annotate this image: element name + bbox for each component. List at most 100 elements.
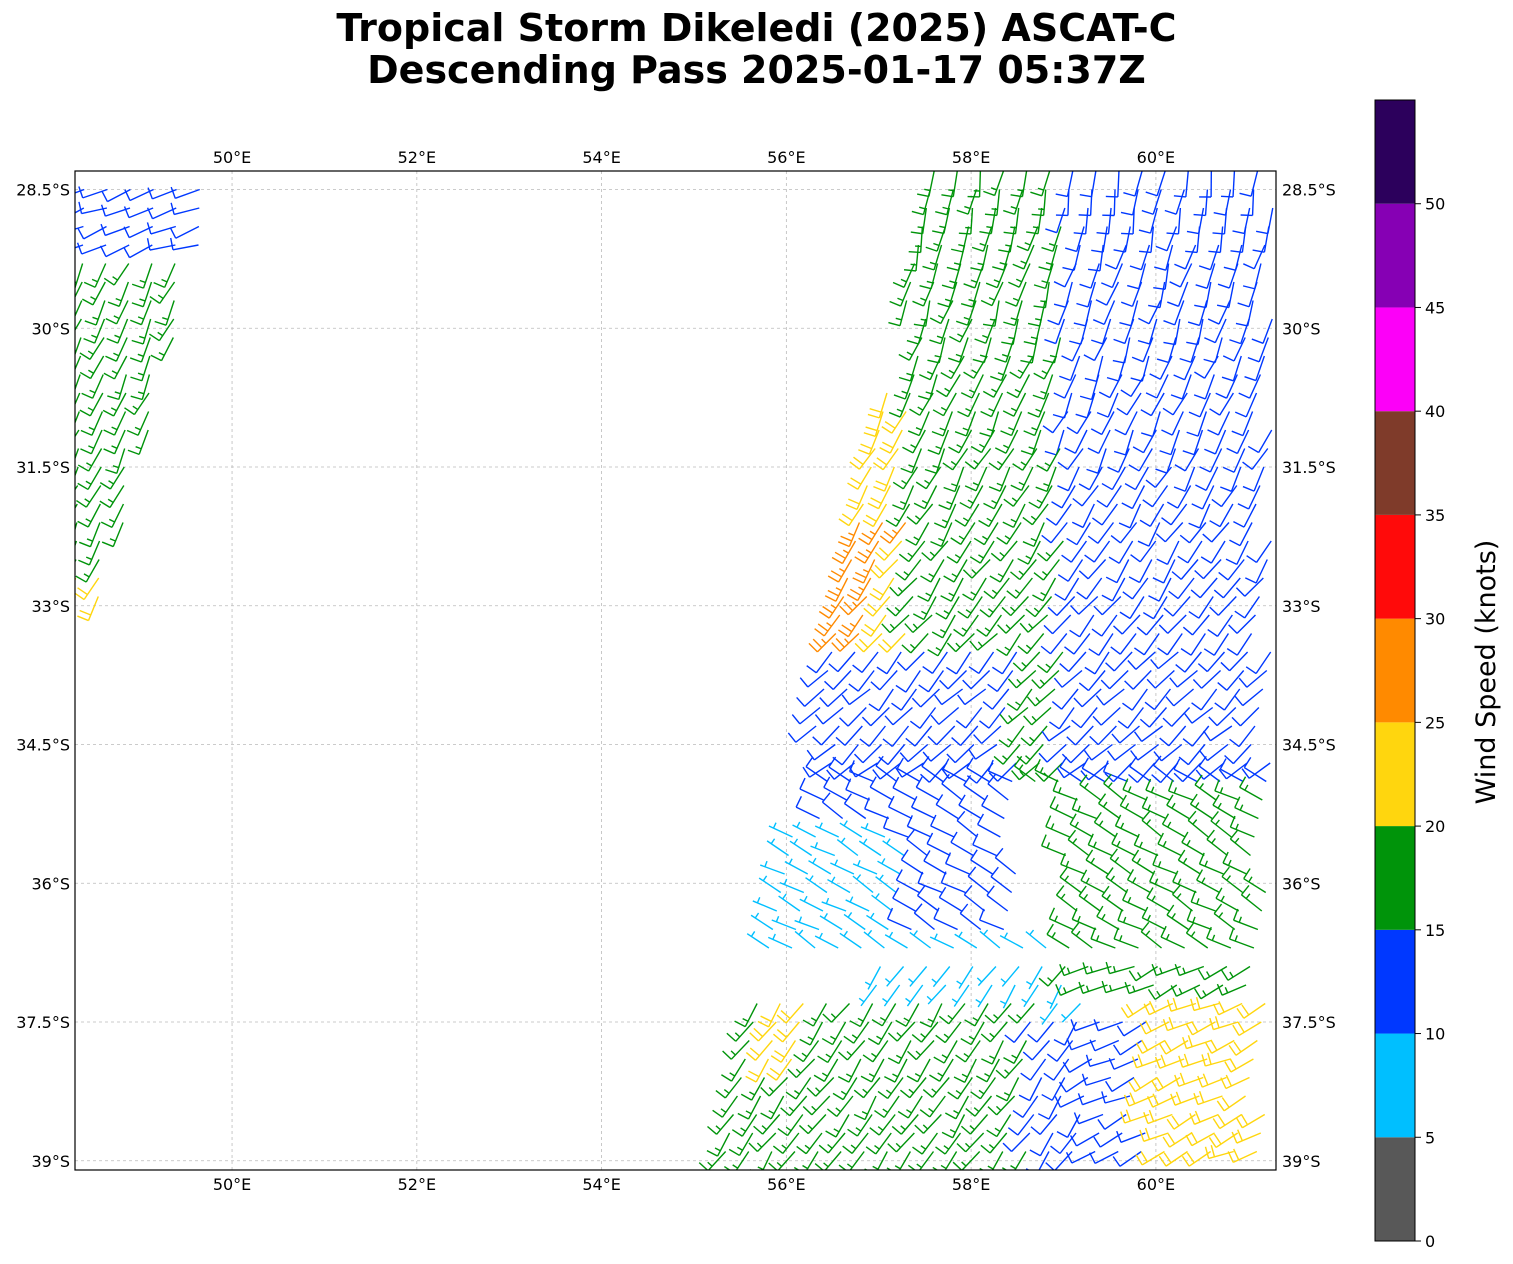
wind-barb	[1166, 485, 1192, 509]
colorbar-bin	[1375, 1137, 1415, 1241]
wind-barb	[869, 577, 895, 601]
wind-barb	[1181, 831, 1205, 857]
wind-barb	[1231, 411, 1254, 437]
lon-tick-label-top: 52°E	[398, 148, 436, 167]
wind-barb	[1185, 1131, 1215, 1147]
wind-barb	[874, 540, 903, 561]
wind-barb	[1186, 908, 1212, 931]
wind-barb	[863, 411, 884, 437]
wind-barb	[101, 188, 131, 203]
wind-barb	[1243, 757, 1267, 783]
wind-barb	[935, 1021, 962, 1044]
wind-barb	[1047, 596, 1076, 617]
wind-barb	[960, 281, 981, 308]
colorbar-bin	[1375, 307, 1415, 412]
wind-barb	[948, 429, 973, 454]
wind-barb	[1171, 559, 1199, 580]
wind-barb	[842, 1132, 869, 1155]
wind-barb	[1069, 318, 1089, 345]
wind-barb	[1022, 1040, 1051, 1061]
wind-barb	[1080, 762, 1109, 781]
wind-barb	[932, 392, 957, 417]
wind-barb	[1098, 374, 1123, 399]
wind-barb	[740, 1077, 766, 1101]
lon-tick-label-bottom: 52°E	[398, 1175, 436, 1194]
wind-barb	[905, 725, 933, 747]
wind-barb	[784, 858, 809, 875]
colorbar: 0 5 10 15 20 25 30 35 40 45 50	[1374, 99, 1445, 1251]
wind-barb	[875, 874, 897, 894]
wind-barb	[900, 1077, 927, 1099]
wind-barb	[911, 189, 931, 216]
wind-barb	[1045, 503, 1072, 526]
wind-barb	[1197, 965, 1228, 981]
wind-barb	[1215, 887, 1240, 912]
wind-barb	[1122, 888, 1147, 912]
wind-barb	[1213, 577, 1241, 599]
wind-barb	[780, 1095, 808, 1117]
lon-tick-label-bottom: 60°E	[1137, 1175, 1175, 1194]
wind-barb	[1162, 392, 1188, 416]
wind-barb	[1208, 706, 1237, 727]
wind-barb	[920, 559, 945, 583]
wind-barb	[1240, 884, 1263, 912]
wind-barb	[131, 318, 152, 345]
wind-barb	[789, 838, 813, 857]
wind-barb	[1159, 429, 1181, 456]
lat-tick-label-right: 37.5°S	[1282, 1013, 1336, 1032]
wind-barb	[897, 1095, 923, 1119]
wind-barb	[1052, 779, 1078, 801]
wind-barb	[1173, 355, 1196, 381]
wind-barb	[1197, 1073, 1227, 1088]
wind-barb	[819, 688, 848, 708]
wind-barb	[1228, 927, 1255, 949]
wind-barb	[1137, 318, 1158, 345]
wind-barb	[913, 485, 938, 510]
wind-barb	[990, 540, 1018, 562]
wind-barb	[1238, 669, 1268, 688]
wind-barb	[1041, 1077, 1066, 1101]
wind-barb	[1066, 522, 1091, 546]
wind-barb	[916, 885, 939, 912]
wind-barb	[963, 263, 985, 289]
wind-barb	[981, 1040, 1004, 1065]
wind-barb	[870, 559, 899, 579]
wind-barb	[1165, 688, 1194, 707]
wind-barb	[103, 411, 127, 436]
wind-barb	[845, 485, 868, 511]
wind-barb	[1116, 1021, 1147, 1037]
wind-barb	[1061, 540, 1088, 563]
wind-barb	[1207, 411, 1231, 436]
wind-barb	[901, 633, 929, 654]
wind-barb	[1139, 707, 1168, 728]
wind-barb	[906, 318, 927, 345]
wind-barb	[1214, 779, 1240, 801]
wind-barb	[1057, 559, 1084, 582]
wind-barb	[938, 1003, 966, 1025]
wind-barb	[805, 756, 828, 783]
wind-barb	[903, 244, 920, 272]
colorbar-frame	[1374, 99, 1416, 1242]
wind-barb	[827, 876, 851, 894]
wind-barb	[1138, 207, 1158, 234]
wind-barb	[1241, 762, 1271, 779]
wind-barb	[1246, 540, 1272, 564]
wind-barb	[988, 448, 1015, 471]
wind-barb	[1148, 281, 1166, 309]
wind-barb	[905, 522, 930, 546]
wind-barb	[909, 707, 937, 729]
wind-barb	[131, 263, 153, 289]
wind-barb	[1168, 577, 1195, 600]
wind-barb	[956, 189, 978, 215]
wind-barb	[955, 1040, 981, 1063]
wind-barb	[76, 242, 107, 255]
wind-barb	[973, 522, 999, 546]
wind-barb	[1080, 869, 1105, 894]
wind-barb	[1184, 706, 1214, 724]
wind-barb	[1190, 577, 1218, 599]
wind-barb	[1096, 392, 1119, 418]
wind-barb	[845, 896, 870, 912]
wind-barb	[1207, 300, 1231, 325]
wind-barb	[931, 614, 956, 639]
wind-barb	[1056, 762, 1086, 779]
